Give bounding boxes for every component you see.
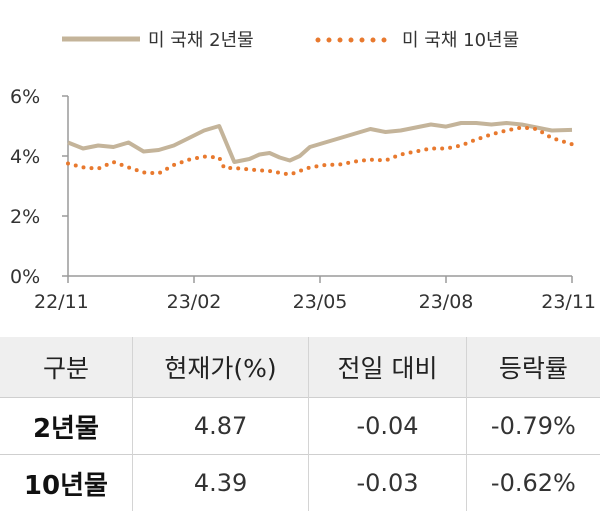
header-daily-change: 전일 대비: [309, 337, 467, 398]
chart-legend: 미 국채 2년물 미 국채 10년물: [62, 30, 519, 51]
header-category: 구분: [0, 337, 132, 398]
cell-current-value: 4.39: [132, 455, 308, 511]
x-tick-label: 22/11: [34, 291, 89, 313]
legend-label-2y: 미 국채 2년물: [148, 30, 254, 51]
yield-table: 구분 현재가(%) 전일 대비 등락률 2년물 4.87 -0.04 -0.79…: [0, 337, 600, 511]
table-header-row: 구분 현재가(%) 전일 대비 등락률: [0, 337, 600, 398]
series-line-2y: [68, 123, 572, 162]
chart-series: [68, 123, 572, 175]
table-row: 2년물 4.87 -0.04 -0.79%: [0, 398, 600, 455]
x-tick-label: 23/08: [419, 291, 474, 313]
x-tick-label: 23/02: [167, 291, 222, 313]
x-tick-label: 23/05: [293, 291, 348, 313]
legend-label-10y: 미 국채 10년물: [402, 30, 519, 51]
cell-daily-change: -0.03: [309, 455, 467, 511]
table-row: 10년물 4.39 -0.03 -0.62%: [0, 455, 600, 511]
row-label: 10년물: [0, 455, 132, 511]
header-current-value: 현재가(%): [132, 337, 308, 398]
y-tick-label: 6%: [10, 86, 40, 108]
cell-daily-change: -0.04: [309, 398, 467, 455]
yield-line-chart: 미 국채 2년물 미 국채 10년물 0% 2% 4% 6% 22/11 23/02 23…: [0, 0, 600, 335]
x-axis-ticks: 22/11 23/02 23/05 23/08 23/11: [34, 276, 596, 313]
x-tick-label: 23/11: [541, 291, 596, 313]
y-tick-label: 0%: [10, 266, 40, 288]
y-axis-ticks: 0% 2% 4% 6%: [10, 86, 68, 288]
cell-current-value: 4.87: [132, 398, 308, 455]
y-tick-label: 2%: [10, 206, 40, 228]
row-label: 2년물: [0, 398, 132, 455]
cell-change-rate: -0.79%: [466, 398, 600, 455]
header-change-rate: 등락률: [466, 337, 600, 398]
y-tick-label: 4%: [10, 146, 40, 168]
cell-change-rate: -0.62%: [466, 455, 600, 511]
